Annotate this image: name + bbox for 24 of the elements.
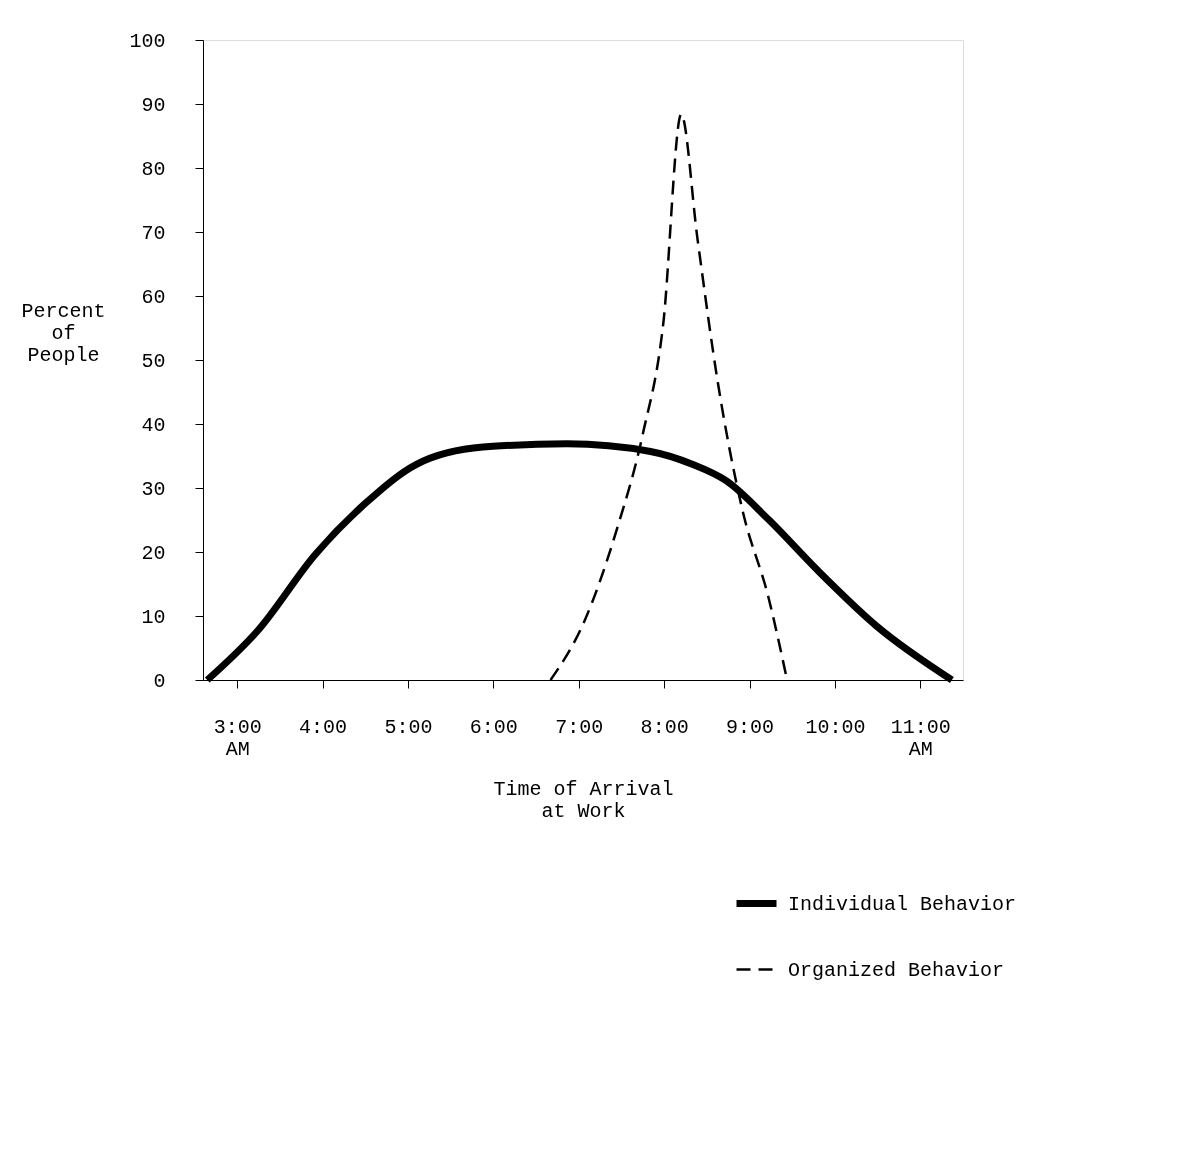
x-tick-label: 6:00 bbox=[469, 715, 518, 739]
y-tick-label: 100 bbox=[129, 29, 166, 53]
y-tick-label: 50 bbox=[141, 349, 166, 373]
y-tick-label: 70 bbox=[141, 221, 166, 245]
x-axis-title: Time of Arrival at Work bbox=[493, 777, 674, 823]
y-tick-label: 0 bbox=[153, 669, 166, 693]
x-tick-label: 3:00 AM bbox=[213, 715, 262, 761]
x-tick-label: 10:00 bbox=[805, 715, 866, 739]
x-tick-label: 11:00 AM bbox=[890, 715, 951, 761]
y-tick-label: 20 bbox=[141, 541, 166, 565]
x-tick-label: 5:00 bbox=[384, 715, 433, 739]
y-tick-label: 30 bbox=[141, 477, 166, 501]
y-tick-label: 60 bbox=[141, 285, 166, 309]
y-tick-label: 80 bbox=[141, 157, 166, 181]
x-tick-label: 8:00 bbox=[640, 715, 689, 739]
y-tick-label: 10 bbox=[141, 605, 166, 629]
y-tick-label: 40 bbox=[141, 413, 166, 437]
y-tick-label: 90 bbox=[141, 93, 166, 117]
x-tick-label: 9:00 bbox=[726, 715, 775, 739]
x-tick-label: 4:00 bbox=[299, 715, 348, 739]
y-axis-title: Percent of People bbox=[21, 299, 106, 367]
legend-label: Individual Behavior bbox=[788, 892, 1017, 916]
legend-label: Organized Behavior bbox=[788, 958, 1005, 982]
x-tick-label: 7:00 bbox=[555, 715, 604, 739]
